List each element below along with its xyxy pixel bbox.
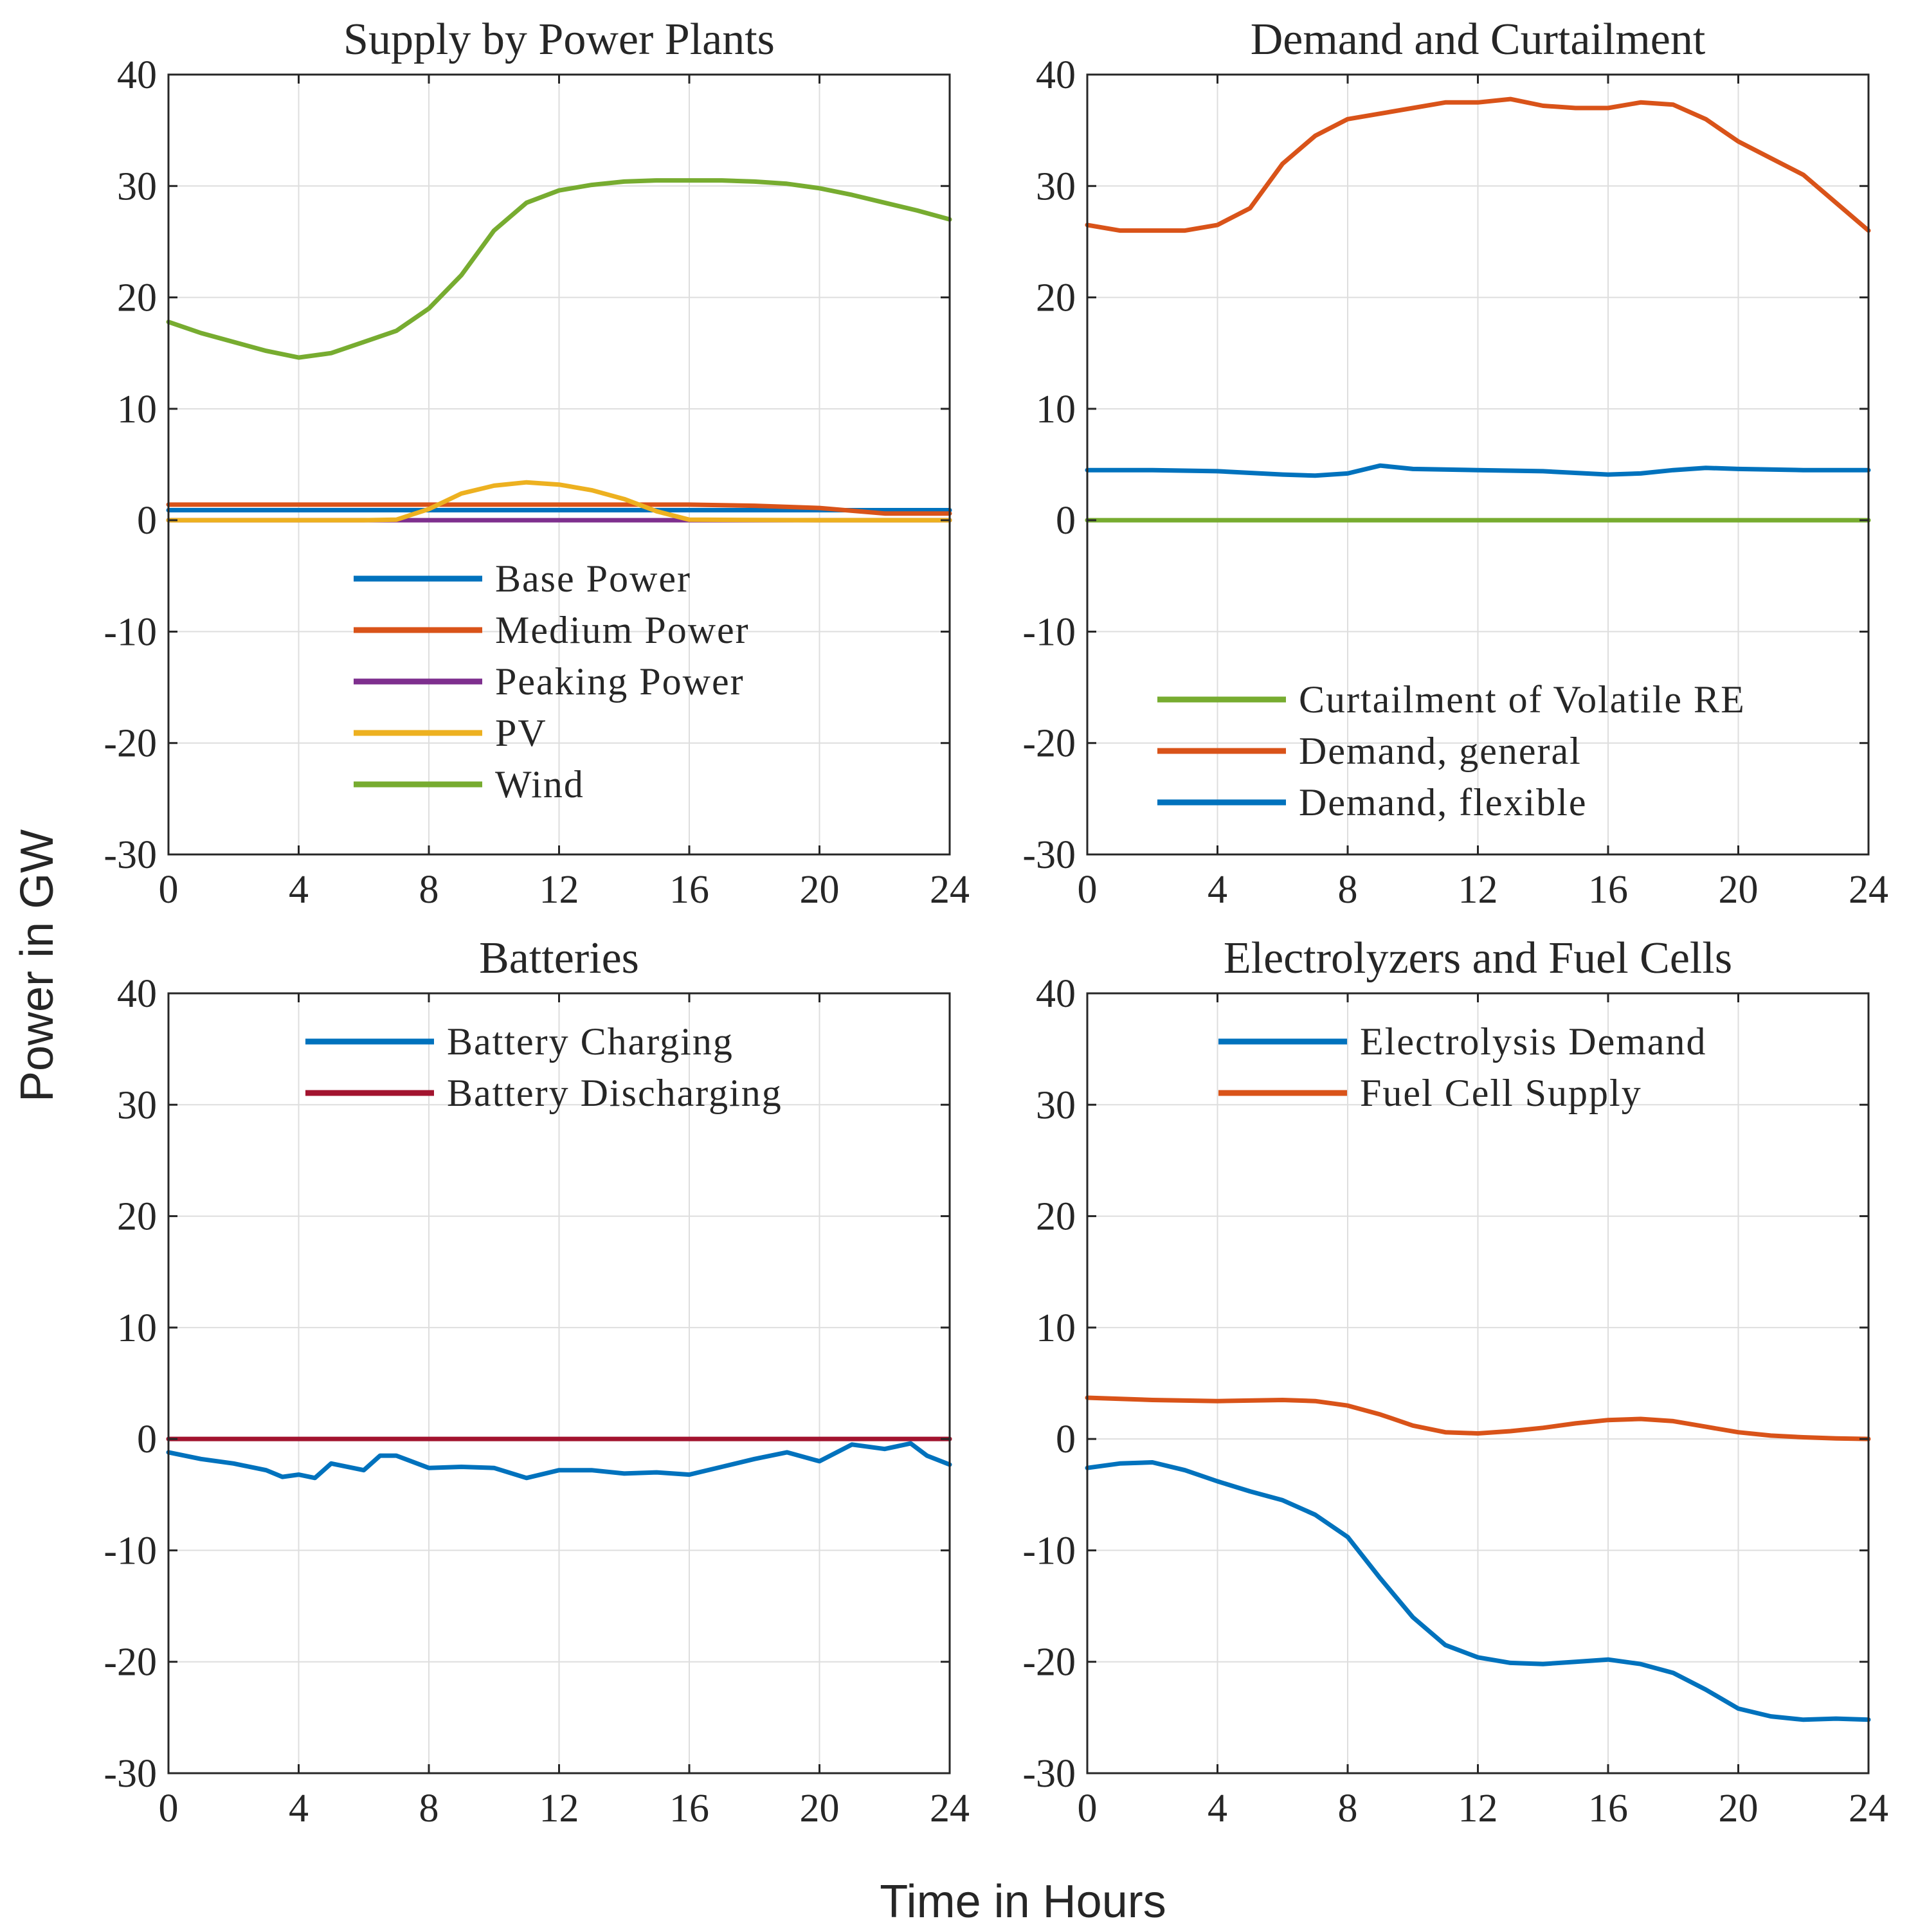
y-tick-label: -10 bbox=[1022, 610, 1076, 654]
x-tick-label: 12 bbox=[1458, 1787, 1498, 1830]
chart-title: Electrolyzers and Fuel Cells bbox=[1224, 934, 1732, 983]
legend-label-battery-charging: Battery Charging bbox=[447, 1020, 734, 1063]
x-tick-label: 12 bbox=[539, 868, 579, 912]
y-tick-label: 0 bbox=[1056, 1418, 1076, 1461]
legend-label-demand-general: Demand, general bbox=[1299, 730, 1582, 772]
x-tick-label: 8 bbox=[419, 868, 439, 912]
chart-panel-2: 0 4 8 12 16 20 24 -30 -20 -10 0 10 20 30 40 Demand and … bbox=[1022, 15, 1888, 912]
x-tick-label: 24 bbox=[930, 1787, 970, 1830]
legend-label-battery-discharging: Battery Discharging bbox=[447, 1072, 783, 1114]
x-tick-label: 8 bbox=[1338, 1787, 1358, 1830]
y-tick-label: -30 bbox=[1022, 1752, 1076, 1796]
legend-label-peaking-power: Peaking Power bbox=[495, 660, 745, 703]
y-tick-label: -20 bbox=[104, 722, 157, 766]
chart-title: Supply by Power Plants bbox=[343, 15, 775, 64]
x-tick-label: 20 bbox=[1719, 1787, 1759, 1830]
y-tick-label: 10 bbox=[1036, 1306, 1076, 1350]
chart-panel-3: 0 4 8 12 16 20 24 -30 -20 -10 0 10 20 30 40 Batteries Ba… bbox=[104, 934, 970, 1830]
x-tick-label: 24 bbox=[930, 868, 970, 912]
x-tick-label: 16 bbox=[1588, 1787, 1628, 1830]
y-tick-label: 10 bbox=[117, 388, 157, 431]
x-tick-label: 16 bbox=[1588, 868, 1628, 912]
y-tick-label: 30 bbox=[117, 1083, 157, 1127]
chart-title: Demand and Curtailment bbox=[1251, 15, 1706, 64]
y-tick-label: -10 bbox=[1022, 1529, 1076, 1573]
legend-label-medium-power: Medium Power bbox=[495, 609, 750, 651]
legend-label-demand-flexible: Demand, flexible bbox=[1299, 781, 1588, 824]
legend-label-fuel-cell-supply: Fuel Cell Supply bbox=[1360, 1072, 1642, 1114]
x-tick-label: 16 bbox=[669, 1787, 709, 1830]
y-tick-label: 30 bbox=[1036, 165, 1076, 208]
y-tick-label: 40 bbox=[117, 972, 157, 1016]
x-tick-label: 0 bbox=[159, 868, 179, 912]
x-tick-label: 12 bbox=[539, 1787, 579, 1830]
chart-panel-4: 0 4 8 12 16 20 24 -30 -20 -10 0 10 20 30 40 Electrolyze… bbox=[1022, 934, 1888, 1830]
y-tick-label: 30 bbox=[117, 165, 157, 208]
y-tick-label: 0 bbox=[137, 499, 157, 543]
y-tick-label: 40 bbox=[117, 53, 157, 97]
y-tick-label: 20 bbox=[1036, 1195, 1076, 1239]
x-tick-label: 20 bbox=[800, 868, 840, 912]
chart-title: Batteries bbox=[479, 934, 639, 983]
y-axis-label: Power in GW bbox=[12, 829, 63, 1102]
legend-label-wind: Wind bbox=[495, 763, 584, 806]
x-tick-label: 0 bbox=[159, 1787, 179, 1830]
y-tick-label: 20 bbox=[117, 276, 157, 320]
y-tick-label: 40 bbox=[1036, 972, 1076, 1016]
x-tick-label: 16 bbox=[669, 868, 709, 912]
legend-label-curtailment-of-volatile-re: Curtailment of Volatile RE bbox=[1299, 678, 1746, 721]
y-tick-label: -20 bbox=[1022, 722, 1076, 766]
legend-label-base-power: Base Power bbox=[495, 557, 691, 600]
y-tick-label: -20 bbox=[104, 1641, 157, 1684]
x-tick-label: 20 bbox=[800, 1787, 840, 1830]
figure-canvas: Power in GW Time in Hours 0 4 8 12 16 20 24 -30… bbox=[0, 0, 1918, 1932]
y-tick-label: -10 bbox=[104, 1529, 157, 1573]
y-tick-label: -10 bbox=[104, 610, 157, 654]
y-tick-label: 30 bbox=[1036, 1083, 1076, 1127]
x-tick-label: 4 bbox=[1208, 868, 1227, 912]
x-tick-label: 12 bbox=[1458, 868, 1498, 912]
legend-label-electrolysis-demand: Electrolysis Demand bbox=[1360, 1020, 1707, 1063]
x-tick-label: 20 bbox=[1719, 868, 1759, 912]
y-tick-label: 10 bbox=[1036, 388, 1076, 431]
x-tick-label: 4 bbox=[1208, 1787, 1227, 1830]
y-tick-label: 0 bbox=[137, 1418, 157, 1461]
x-tick-label: 0 bbox=[1078, 868, 1098, 912]
y-tick-label: 40 bbox=[1036, 53, 1076, 97]
x-tick-label: 24 bbox=[1849, 1787, 1888, 1830]
x-tick-label: 8 bbox=[419, 1787, 439, 1830]
chart-panel-1: 0 4 8 12 16 20 24 -30 -20 -10 0 10 20 30 40 Supply by P… bbox=[104, 15, 970, 912]
y-tick-label: 0 bbox=[1056, 499, 1076, 543]
y-tick-label: -30 bbox=[104, 833, 157, 877]
y-tick-label: 20 bbox=[117, 1195, 157, 1239]
y-tick-label: -30 bbox=[1022, 833, 1076, 877]
x-axis-label: Time in Hours bbox=[880, 1876, 1166, 1927]
legend-label-pv: PV bbox=[495, 712, 547, 754]
y-tick-label: 10 bbox=[117, 1306, 157, 1350]
x-tick-label: 4 bbox=[289, 868, 309, 912]
x-tick-label: 24 bbox=[1849, 868, 1888, 912]
x-tick-label: 4 bbox=[289, 1787, 309, 1830]
y-tick-label: 20 bbox=[1036, 276, 1076, 320]
y-tick-label: -30 bbox=[104, 1752, 157, 1796]
x-tick-label: 8 bbox=[1338, 868, 1358, 912]
y-tick-label: -20 bbox=[1022, 1641, 1076, 1684]
x-tick-label: 0 bbox=[1078, 1787, 1098, 1830]
